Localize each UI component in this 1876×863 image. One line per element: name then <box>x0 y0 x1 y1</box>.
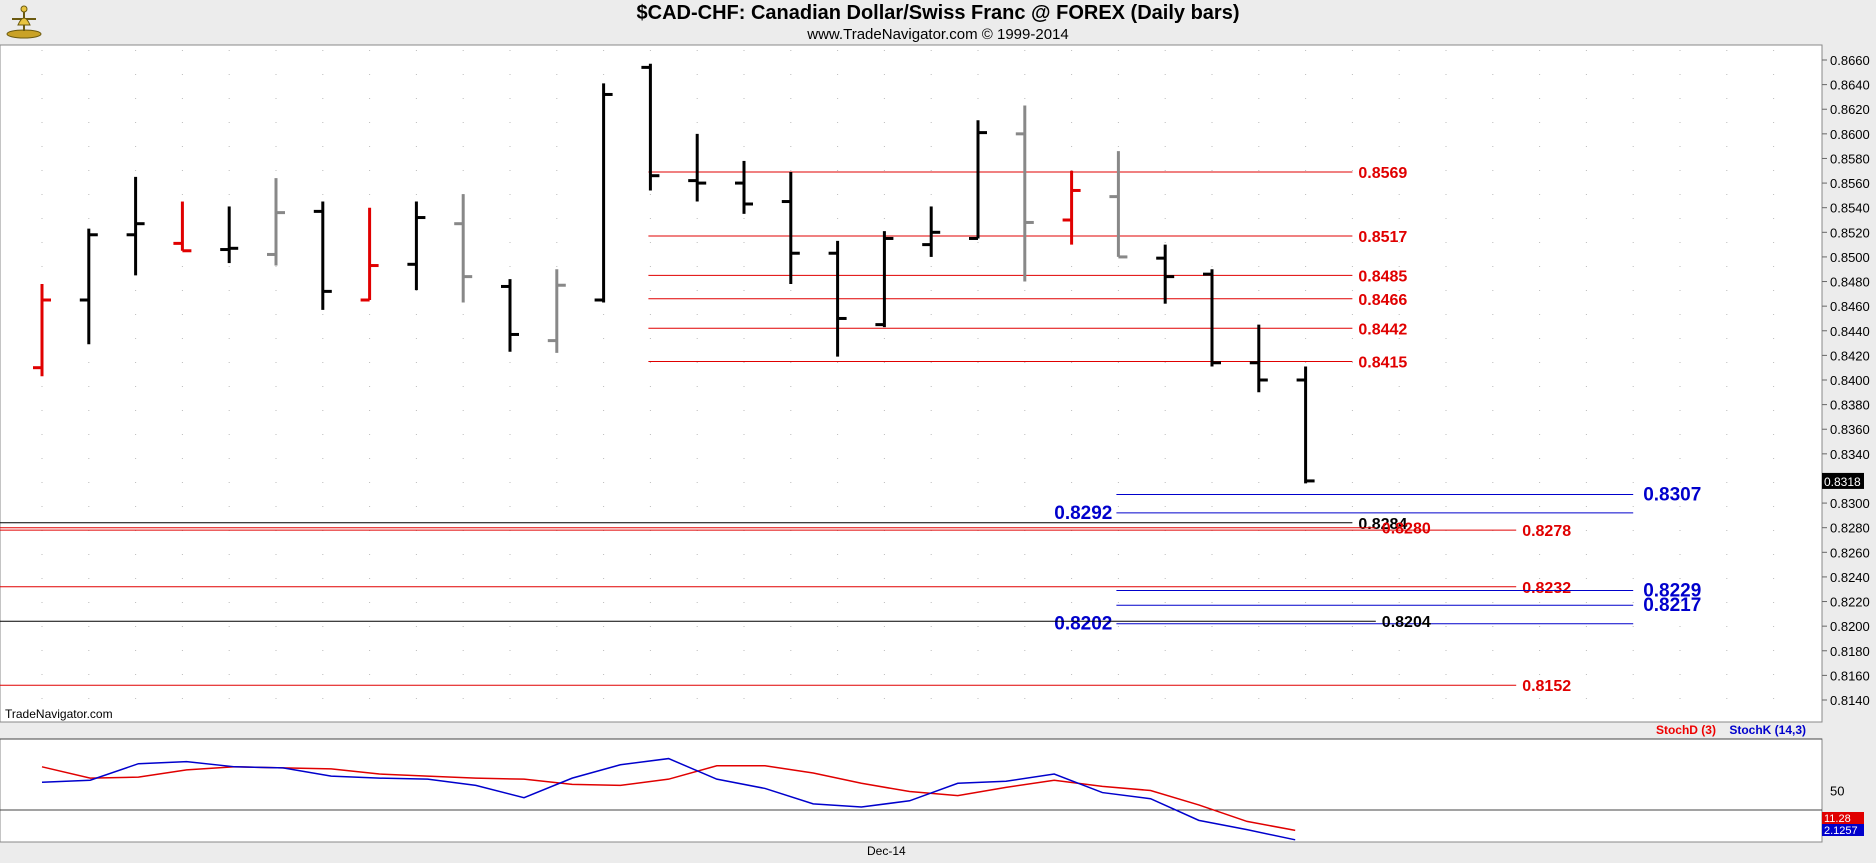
level-label: 0.8229 <box>1643 580 1701 601</box>
y-tick-label: 0.8300 <box>1830 496 1870 511</box>
ohlc-bar <box>454 194 473 303</box>
last-price-box <box>1822 472 1864 489</box>
level-label: 0.8307 <box>1643 484 1701 505</box>
y-tick-label: 0.8640 <box>1830 78 1870 93</box>
level-label: 0.8292 <box>1054 503 1112 524</box>
last-price-label: 0.8318 <box>1824 475 1861 489</box>
ohlc-bar <box>360 207 379 302</box>
ohlc-bar <box>547 269 566 353</box>
level-label: 0.8415 <box>1358 355 1407 372</box>
y-tick-label: 0.8240 <box>1830 570 1870 585</box>
ohlc-bar <box>594 83 613 303</box>
stochk-last-box <box>1822 824 1864 836</box>
y-tick-label: 0.8360 <box>1830 422 1870 437</box>
chart-subtitle: www.TradeNavigator.com © 1999-2014 <box>807 26 1069 43</box>
level-label: 0.8202 <box>1054 614 1112 635</box>
ohlc-bar <box>875 231 894 328</box>
y-tick-label: 0.8560 <box>1830 176 1870 191</box>
y-tick-label: 0.8540 <box>1830 201 1870 216</box>
chart-title: $CAD-CHF: Canadian Dollar/Swiss Franc @ … <box>636 2 1240 24</box>
level-label: 0.8217 <box>1643 595 1701 616</box>
legend-stochk: StochK (14,3) <box>1729 723 1806 737</box>
level-label: 0.8278 <box>1522 523 1571 540</box>
ohlc-bar <box>735 160 753 214</box>
level-label: 0.8569 <box>1358 165 1407 182</box>
stochd-last-label: 11.28 <box>1824 813 1851 825</box>
y-tick-label: 0.8440 <box>1830 324 1870 339</box>
y-tick-label: 0.8420 <box>1830 348 1870 363</box>
level-label: 0.8466 <box>1358 292 1407 309</box>
level-label: 0.8152 <box>1522 678 1571 695</box>
y-tick-label: 0.8400 <box>1830 373 1870 388</box>
level-label: 0.8442 <box>1358 321 1407 338</box>
x-axis-label: Dec-14 <box>867 844 906 858</box>
ohlc-bar <box>220 206 239 264</box>
y-tick-label: 0.8660 <box>1830 53 1870 68</box>
stochk-last-label: 2.1257 <box>1824 825 1858 837</box>
y-tick-label: 0.8620 <box>1830 102 1870 117</box>
level-label: 0.8284 <box>1358 516 1407 533</box>
ohlc-bar <box>688 133 707 202</box>
ohlc-bar <box>969 120 987 240</box>
stoch-series-line <box>41 757 1296 841</box>
y-tick-label: 0.8260 <box>1830 545 1870 560</box>
ohlc-bar <box>1015 105 1034 282</box>
y-tick-label: 0.8480 <box>1830 275 1870 290</box>
ohlc-bar <box>1296 366 1315 484</box>
ohlc-bar <box>267 178 285 266</box>
stochd-last-box <box>1822 812 1864 824</box>
level-label: 0.8517 <box>1358 229 1407 246</box>
ohlc-bar <box>1062 170 1081 245</box>
stoch-y-tick: 50 <box>1830 784 1844 799</box>
ohlc-bar <box>1156 244 1175 304</box>
level-label: 0.8485 <box>1358 268 1407 285</box>
stoch-panel <box>0 738 1823 843</box>
ohlc-bar <box>641 63 660 191</box>
ohlc-bar <box>407 201 426 291</box>
y-tick-label: 0.8380 <box>1830 398 1870 413</box>
y-tick-label: 0.8580 <box>1830 151 1870 166</box>
y-tick-label: 0.8160 <box>1830 668 1870 683</box>
ohlc-bar <box>313 201 332 310</box>
y-tick-label: 0.8500 <box>1830 250 1870 265</box>
ohlc-bar <box>126 176 145 276</box>
ohlc-bar <box>781 172 800 284</box>
y-tick-label: 0.8600 <box>1830 127 1870 142</box>
legend-stochd: StochD (3) <box>1655 723 1716 737</box>
ohlc-bar <box>33 284 51 377</box>
level-label: 0.8204 <box>1382 614 1431 631</box>
price-panel <box>0 44 1823 723</box>
y-tick-label: 0.8340 <box>1830 447 1870 462</box>
y-tick-label: 0.8140 <box>1830 693 1870 708</box>
ohlc-bar <box>922 206 941 257</box>
ohlc-bar <box>828 240 847 357</box>
ohlc-bar <box>1249 324 1268 393</box>
ohlc-bar <box>1109 151 1128 259</box>
y-tick-label: 0.8460 <box>1830 299 1870 314</box>
y-tick-label: 0.8520 <box>1830 225 1870 240</box>
stoch-legend: StochD (3) StochK (14,3) <box>1656 723 1806 737</box>
ohlc-bar <box>79 228 98 345</box>
y-tick-label: 0.8200 <box>1830 619 1870 634</box>
level-label: 0.8232 <box>1522 580 1571 597</box>
ohlc-bar <box>501 279 519 352</box>
ohlc-bar <box>1203 269 1221 367</box>
ohlc-bar <box>173 201 192 253</box>
y-tick-label: 0.8220 <box>1830 595 1870 610</box>
watermark: TradeNavigator.com <box>5 707 113 721</box>
level-label: 0.8280 <box>1382 521 1431 538</box>
y-tick-label: 0.8280 <box>1830 521 1870 536</box>
y-tick-label: 0.8180 <box>1830 644 1870 659</box>
